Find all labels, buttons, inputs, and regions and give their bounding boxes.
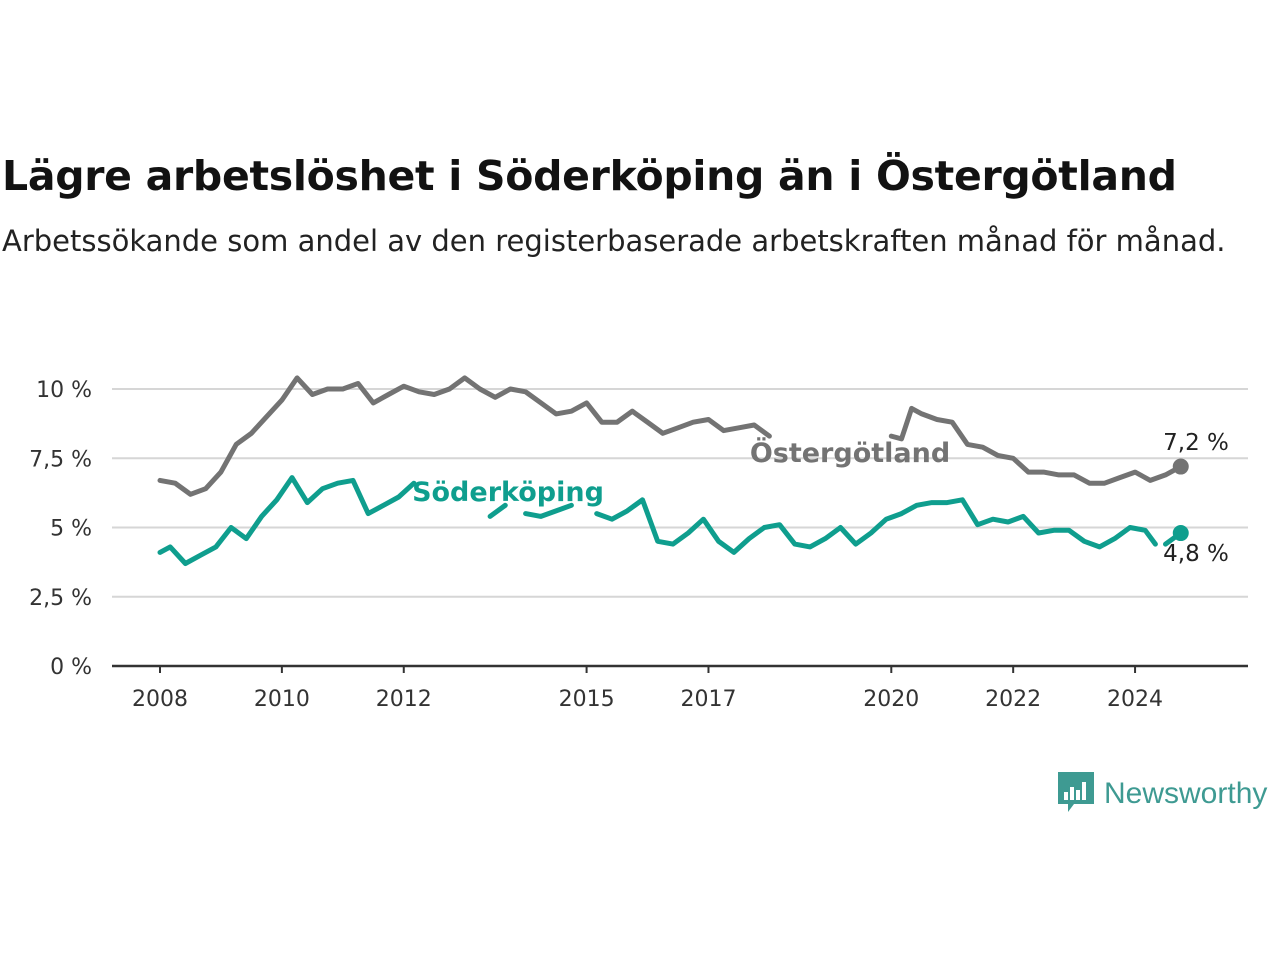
- x-tick-label: 2017: [680, 687, 736, 712]
- line-chart: 0 % 2,5 % 5 % 7,5 % 10 % 2008 2010 2012 2015 2017…: [29, 375, 1248, 712]
- newsworthy-logo: Newsworthy: [1058, 772, 1267, 816]
- x-tick-label: 2012: [376, 687, 432, 712]
- series-end-value-label: 4,8 %: [1163, 541, 1229, 567]
- series-line-ostergotland: [157, 375, 1184, 497]
- chart-subtitle: Arbetssökande som andel av den registerb…: [2, 224, 1226, 258]
- grid-lines: [112, 388, 1248, 598]
- series-name-label: Söderköping: [412, 477, 604, 508]
- labels: Östergötland Söderköping 7,2 % 4,8 %: [412, 430, 1229, 567]
- y-tick-label: 10 %: [36, 378, 92, 403]
- series-end-marker: [1172, 525, 1189, 542]
- y-tick-label: 5 %: [50, 517, 92, 542]
- x-tick-label: 2020: [863, 687, 919, 712]
- bar-chart-bubble-icon: [1058, 772, 1094, 812]
- x-tick-label: 2015: [559, 687, 615, 712]
- y-tick-label: 7,5 %: [29, 447, 92, 472]
- x-tick-label: 2024: [1107, 687, 1163, 712]
- series-end-value-label: 7,2 %: [1163, 430, 1229, 456]
- axes: 0 % 2,5 % 5 % 7,5 % 10 % 2008 2010 2012 2015 2017…: [29, 378, 1248, 712]
- y-tick-label: 0 %: [50, 655, 92, 680]
- series-end-marker: [1172, 458, 1189, 475]
- x-tick-label: 2022: [985, 687, 1041, 712]
- chart-title: Lägre arbetslöshet i Söderköping än i Ös…: [2, 152, 1177, 200]
- series-line-soderkoping: [157, 475, 1184, 566]
- x-tick-label: 2010: [254, 687, 310, 712]
- x-tick-label: 2008: [132, 687, 188, 712]
- series-name-label: Östergötland: [750, 436, 950, 469]
- series-lines: [157, 375, 1189, 566]
- y-tick-label: 2,5 %: [29, 586, 92, 611]
- logo-text: Newsworthy: [1104, 777, 1268, 810]
